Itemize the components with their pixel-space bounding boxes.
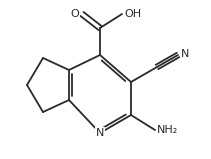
Text: N: N <box>96 128 104 138</box>
Text: NH₂: NH₂ <box>157 125 178 135</box>
Text: OH: OH <box>124 9 141 19</box>
Text: O: O <box>70 9 79 19</box>
Text: N: N <box>181 49 189 59</box>
